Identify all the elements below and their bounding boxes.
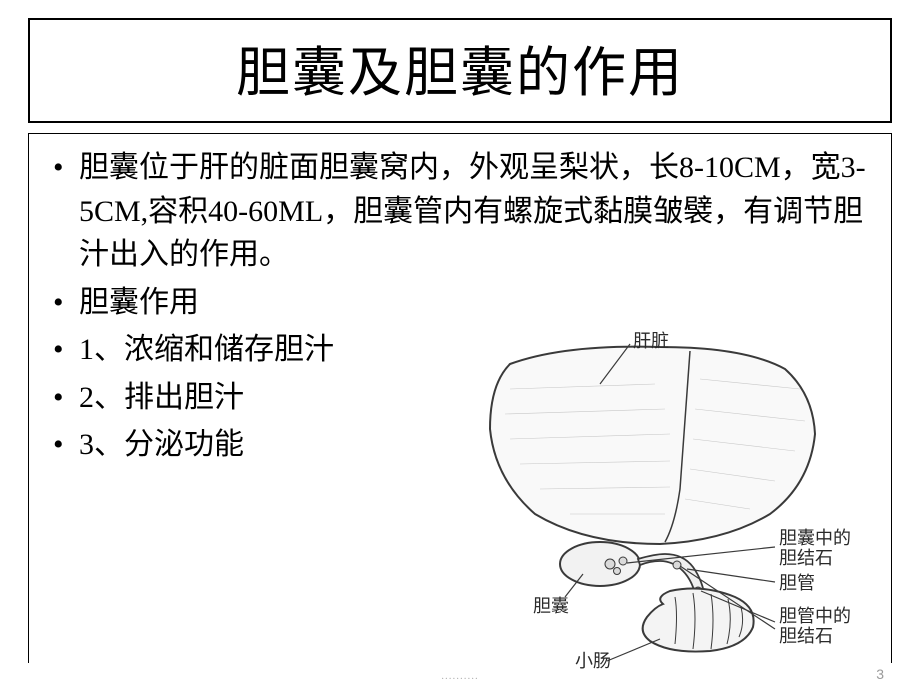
- bullet-item: 胆囊位于肝的脏面胆囊窝内，外观呈梨状，长8-10CM，宽3-5CM,容积40-6…: [51, 146, 869, 277]
- label-stone-gb-1: 胆囊中的: [779, 528, 851, 548]
- footer-dots: ..........: [441, 670, 479, 682]
- slide: 胆囊及胆囊的作用 胆囊位于肝的脏面胆囊窝内，外观呈梨状，长8-10CM，宽3-5…: [0, 0, 920, 690]
- label-stone-duct-1: 胆管中的: [779, 606, 851, 626]
- content-box: 胆囊位于肝的脏面胆囊窝内，外观呈梨状，长8-10CM，宽3-5CM,容积40-6…: [28, 133, 892, 663]
- gb-stone: [605, 559, 615, 569]
- label-bile-duct: 胆管: [779, 573, 815, 593]
- label-gallbladder: 胆囊: [533, 596, 569, 616]
- anatomy-diagram: 肝脏 胆囊中的 胆结石 胆管 胆管中的 胆结石 胆囊 小肠: [455, 329, 885, 669]
- page-number: 3: [876, 666, 884, 682]
- gb-stone: [614, 568, 621, 575]
- bullet-item: 胆囊作用: [51, 281, 869, 325]
- duct-stone: [673, 561, 681, 569]
- gb-stone: [619, 557, 627, 565]
- label-intestine: 小肠: [575, 651, 611, 669]
- label-stone-gb-2: 胆结石: [779, 548, 833, 568]
- slide-title: 胆囊及胆囊的作用: [40, 28, 880, 107]
- title-box: 胆囊及胆囊的作用: [28, 18, 892, 123]
- label-liver: 肝脏: [633, 331, 669, 351]
- gallbladder-shape: [560, 542, 640, 586]
- liver-shape: [490, 347, 815, 544]
- intestine-shape: [643, 589, 754, 652]
- label-stone-duct-2: 胆结石: [779, 626, 833, 646]
